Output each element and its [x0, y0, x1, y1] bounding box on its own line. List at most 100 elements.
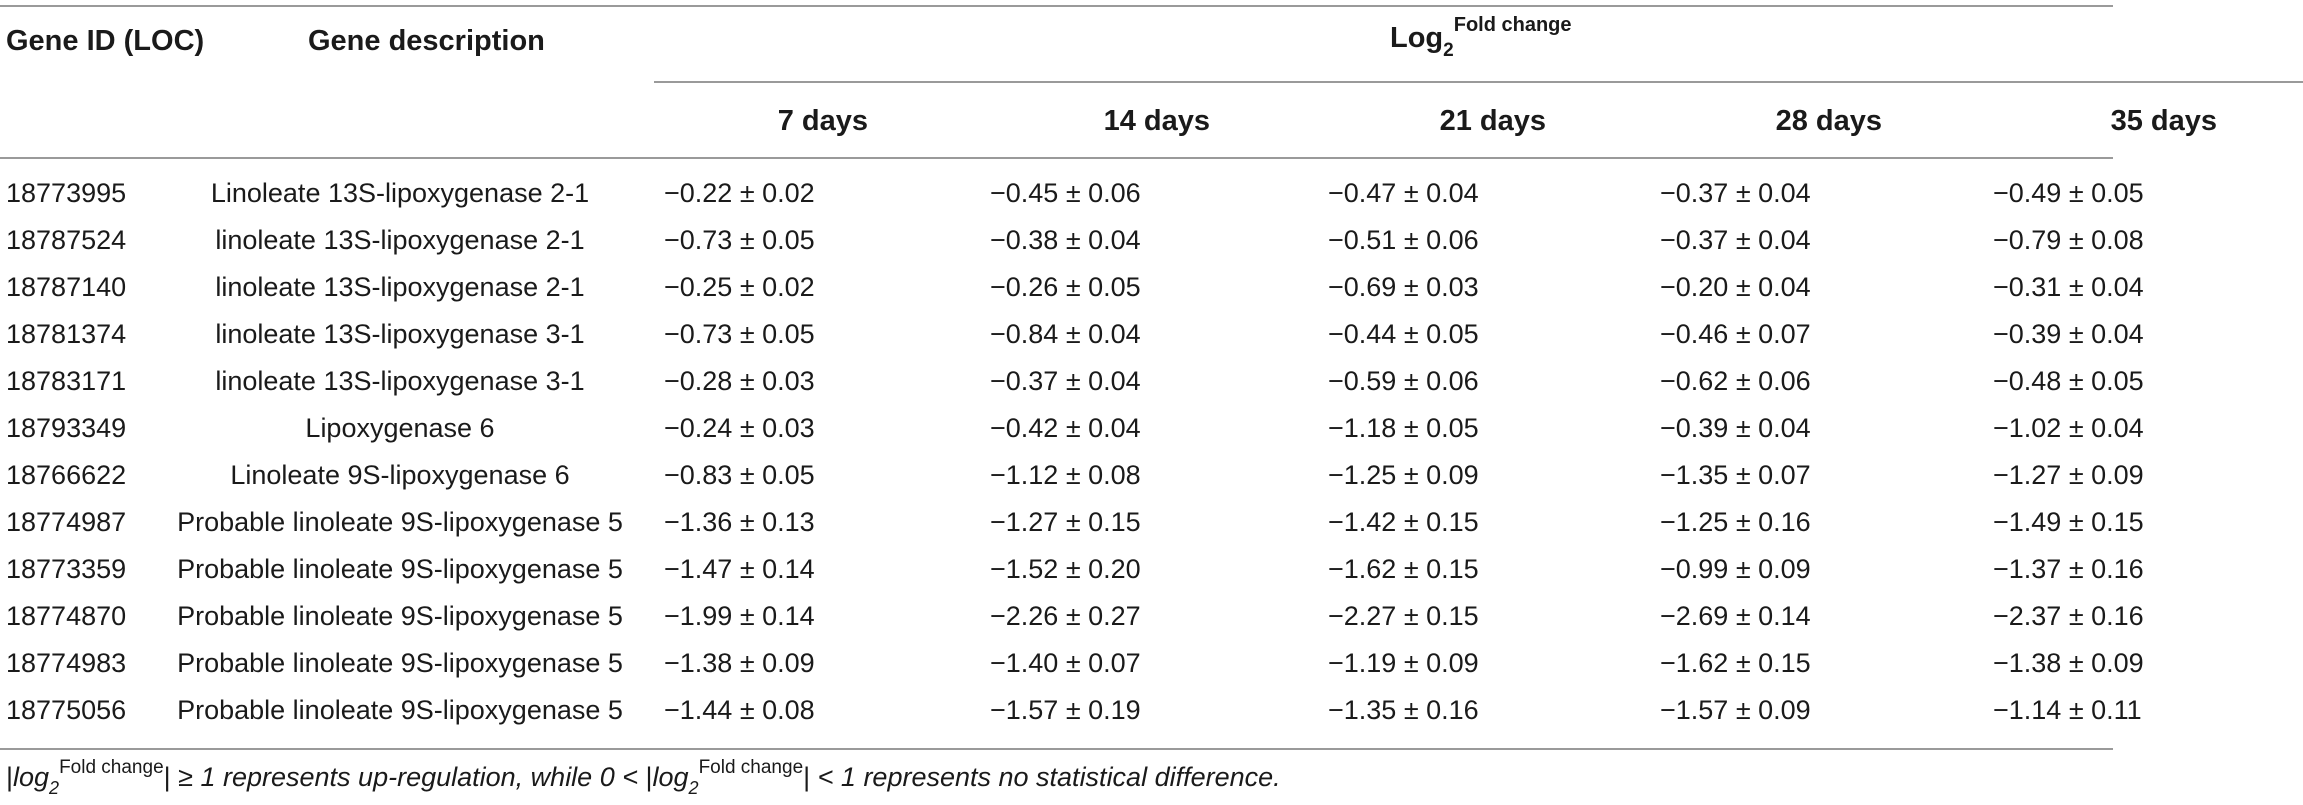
day-header-28: 28 days [1775, 105, 1882, 137]
footnote-log-sup-2: Fold change [698, 757, 804, 778]
value-cell-21-days: −0.51 ± 0.06 [1328, 225, 1479, 255]
value-cell-14-days: −0.42 ± 0.04 [990, 413, 1141, 443]
value-cell-14-days: −2.26 ± 0.27 [990, 601, 1141, 631]
footnote-text-2: < 1 represents no statistical difference… [810, 762, 1281, 792]
gene-description-cell: linoleate 13S-lipoxygenase 2-1 [215, 225, 585, 255]
gene-id-cell: 18766622 [6, 460, 127, 490]
value-cell-7-days: −0.73 ± 0.05 [664, 319, 815, 349]
gene-id-cell: 18773995 [6, 178, 127, 208]
gene-id-cell: 18781374 [6, 319, 127, 349]
footnote-abs-open-1: | [6, 762, 14, 792]
value-cell-21-days: −1.35 ± 0.16 [1328, 695, 1479, 725]
value-cell-28-days: −0.20 ± 0.04 [1660, 272, 1811, 302]
value-cell-28-days: −0.46 ± 0.07 [1660, 319, 1811, 349]
log-title-superscript: Fold change [1453, 14, 1572, 36]
gene-description-cell: Probable linoleate 9S-lipoxygenase 5 [177, 507, 623, 537]
footnote-log-2: log [652, 762, 689, 792]
gene-description-cell: Linoleate 13S-lipoxygenase 2-1 [210, 178, 590, 208]
gene-id-cell: 18775056 [6, 695, 127, 725]
value-cell-14-days: −0.37 ± 0.04 [990, 366, 1141, 396]
table-row: 18787524 linoleate 13S-lipoxygenase 2-1 … [0, 217, 2303, 264]
value-cell-28-days: −0.99 ± 0.09 [1660, 554, 1811, 584]
value-cell-35-days: −1.37 ± 0.16 [1993, 554, 2144, 584]
gene-description-cell: Probable linoleate 9S-lipoxygenase 5 [177, 601, 623, 631]
table-row: 18766622 Linoleate 9S-lipoxygenase 6 −0.… [0, 452, 2303, 499]
value-cell-35-days: −1.02 ± 0.04 [1993, 413, 2144, 443]
footnote-abs-close-2: | [803, 762, 811, 792]
log2-fold-change-header: Log2 Fold change [1390, 14, 1572, 61]
table-row: 18783171 linoleate 13S-lipoxygenase 3-1 … [0, 358, 2303, 405]
footnote-log-1: log [13, 762, 50, 792]
day-header-35: 35 days [2110, 105, 2217, 137]
spanner-rule [654, 81, 2303, 83]
value-cell-7-days: −1.36 ± 0.13 [664, 507, 815, 537]
value-cell-7-days: −0.73 ± 0.05 [664, 225, 815, 255]
value-cell-14-days: −0.38 ± 0.04 [990, 225, 1141, 255]
value-cell-28-days: −1.62 ± 0.15 [1660, 648, 1811, 678]
gene-description-cell: Linoleate 9S-lipoxygenase 6 [230, 460, 570, 490]
table-row: 18793349 Lipoxygenase 6 −0.24 ± 0.03 −0.… [0, 405, 2303, 452]
value-cell-28-days: −1.25 ± 0.16 [1660, 507, 1811, 537]
footnote-log-sub-2: 2 [688, 778, 699, 798]
value-cell-28-days: −0.37 ± 0.04 [1660, 178, 1811, 208]
value-cell-35-days: −0.49 ± 0.05 [1993, 178, 2144, 208]
value-cell-7-days: −0.24 ± 0.03 [664, 413, 815, 443]
gene-id-cell: 18793349 [6, 413, 127, 443]
value-cell-7-days: −0.25 ± 0.02 [664, 272, 815, 302]
value-cell-35-days: −0.79 ± 0.08 [1993, 225, 2144, 255]
value-cell-14-days: −0.84 ± 0.04 [990, 319, 1141, 349]
footnote-abs-close-1: | [163, 762, 171, 792]
value-cell-14-days: −0.45 ± 0.06 [990, 178, 1141, 208]
day-header-21: 21 days [1439, 105, 1546, 137]
gene-id-cell: 18787524 [6, 225, 127, 255]
table-row: 18775056 Probable linoleate 9S-lipoxygen… [0, 687, 2303, 734]
value-cell-28-days: −2.69 ± 0.14 [1660, 601, 1811, 631]
value-cell-14-days: −1.52 ± 0.20 [990, 554, 1141, 584]
value-cell-21-days: −1.18 ± 0.05 [1328, 413, 1479, 443]
footnote-log-sup-1: Fold change [59, 757, 164, 778]
value-cell-28-days: −0.39 ± 0.04 [1660, 413, 1811, 443]
value-cell-35-days: −1.38 ± 0.09 [1993, 648, 2144, 678]
value-cell-35-days: −0.48 ± 0.05 [1993, 366, 2144, 396]
value-cell-21-days: −2.27 ± 0.15 [1328, 601, 1479, 631]
value-cell-14-days: −0.26 ± 0.05 [990, 272, 1141, 302]
value-cell-28-days: −1.57 ± 0.09 [1660, 695, 1811, 725]
value-cell-7-days: −0.22 ± 0.02 [664, 178, 815, 208]
value-cell-14-days: −1.27 ± 0.15 [990, 507, 1141, 537]
value-cell-35-days: −1.49 ± 0.15 [1993, 507, 2144, 537]
log-title-base: Log [1390, 22, 1444, 54]
gene-id-cell: 18787140 [6, 272, 127, 302]
footnote-log-sub-1: 2 [49, 778, 60, 798]
table-row: 18774987 Probable linoleate 9S-lipoxygen… [0, 499, 2303, 546]
gene-id-cell: 18774987 [6, 507, 127, 537]
gene-id-cell: 18783171 [6, 366, 127, 396]
gene-description-cell: Lipoxygenase 6 [305, 413, 495, 443]
table-row: 18787140 linoleate 13S-lipoxygenase 2-1 … [0, 264, 2303, 311]
value-cell-21-days: −0.59 ± 0.06 [1328, 366, 1479, 396]
footnote-text-1: ≥ 1 represents up-regulation, while 0 < [170, 762, 646, 792]
value-cell-14-days: −1.40 ± 0.07 [990, 648, 1141, 678]
gene-description-cell: linoleate 13S-lipoxygenase 3-1 [215, 319, 585, 349]
table-top-rule [0, 5, 2113, 7]
gene-id-cell: 18774983 [6, 648, 127, 678]
day-header-7: 7 days [777, 105, 868, 137]
value-cell-35-days: −1.14 ± 0.11 [1993, 695, 2142, 725]
value-cell-7-days: −0.83 ± 0.05 [664, 460, 815, 490]
table-bottom-rule [0, 748, 2113, 750]
value-cell-21-days: −0.44 ± 0.05 [1328, 319, 1479, 349]
value-cell-21-days: −0.47 ± 0.04 [1328, 178, 1479, 208]
value-cell-7-days: −0.28 ± 0.03 [664, 366, 815, 396]
value-cell-7-days: −1.44 ± 0.08 [664, 695, 815, 725]
value-cell-35-days: −0.39 ± 0.04 [1993, 319, 2144, 349]
value-cell-7-days: −1.38 ± 0.09 [664, 648, 815, 678]
value-cell-21-days: −0.69 ± 0.03 [1328, 272, 1479, 302]
value-cell-35-days: −2.37 ± 0.16 [1993, 601, 2144, 631]
gene-id-header: Gene ID (LOC) [6, 25, 205, 57]
value-cell-21-days: −1.42 ± 0.15 [1328, 507, 1479, 537]
value-cell-28-days: −0.62 ± 0.06 [1660, 366, 1811, 396]
value-cell-35-days: −0.31 ± 0.04 [1993, 272, 2144, 302]
value-cell-21-days: −1.25 ± 0.09 [1328, 460, 1479, 490]
value-cell-7-days: −1.47 ± 0.14 [664, 554, 815, 584]
day-header-14: 14 days [1103, 105, 1210, 137]
